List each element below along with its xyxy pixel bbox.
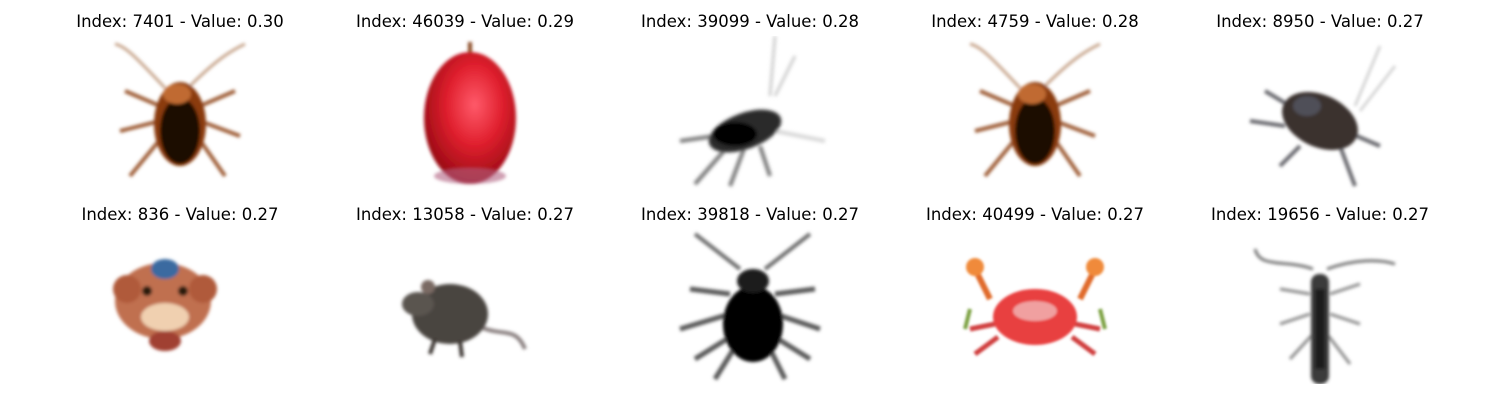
image-panel: Index: 46039 - Value: 0.29 (315, 0, 615, 193)
image-panel: Index: 8950 - Value: 0.27 (1170, 0, 1470, 193)
image-panel: Index: 836 - Value: 0.27 (30, 193, 330, 386)
panel-title: Index: 46039 - Value: 0.29 (355, 12, 574, 31)
panel-title: Index: 7401 - Value: 0.30 (76, 12, 284, 31)
panel-title: Index: 39099 - Value: 0.28 (640, 12, 859, 31)
image-panel: Index: 7401 - Value: 0.30 (30, 0, 330, 193)
longhorn-beetle-image (1245, 229, 1400, 384)
panel-title: Index: 8950 - Value: 0.27 (1216, 12, 1424, 31)
insect-image (675, 36, 830, 191)
image-panel: Index: 39099 - Value: 0.28 (600, 0, 900, 193)
cockroach-image (105, 36, 260, 191)
beetle-image (1245, 36, 1400, 191)
image-panel: Index: 40499 - Value: 0.27 (885, 193, 1185, 386)
panel-title: Index: 39818 - Value: 0.27 (640, 205, 859, 224)
panel-title: Index: 4759 - Value: 0.28 (931, 12, 1139, 31)
spider-beetle-image (675, 229, 830, 384)
apple-image (390, 36, 545, 191)
crab-image (960, 229, 1115, 384)
image-panel: Index: 4759 - Value: 0.28 (885, 0, 1185, 193)
cockroach-image (960, 36, 1115, 191)
panel-title: Index: 13058 - Value: 0.27 (355, 205, 574, 224)
image-panel: Index: 19656 - Value: 0.27 (1170, 193, 1470, 386)
image-panel: Index: 13058 - Value: 0.27 (315, 193, 615, 386)
panel-title: Index: 19656 - Value: 0.27 (1210, 205, 1429, 224)
image-panel: Index: 39818 - Value: 0.27 (600, 193, 900, 386)
crab-mask-image (105, 229, 260, 384)
panel-title: Index: 40499 - Value: 0.27 (925, 205, 1144, 224)
panel-title: Index: 836 - Value: 0.27 (81, 205, 279, 224)
mouse-image (390, 229, 545, 384)
